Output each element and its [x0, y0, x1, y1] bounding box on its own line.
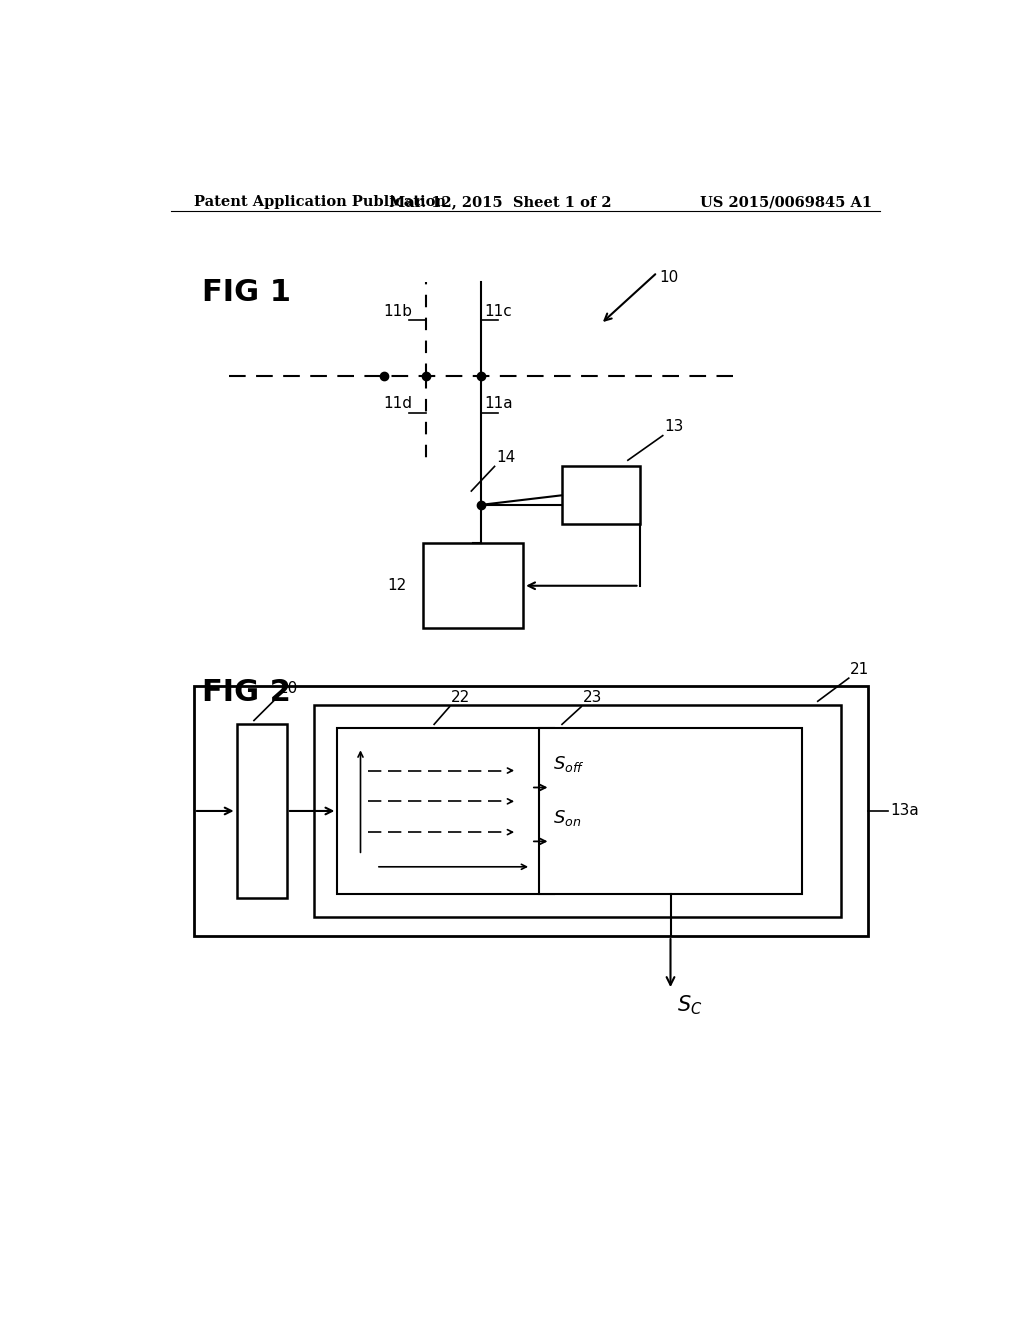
Bar: [423, 544, 523, 628]
Text: Mar. 12, 2015  Sheet 1 of 2: Mar. 12, 2015 Sheet 1 of 2: [389, 195, 611, 210]
Text: 22: 22: [452, 690, 470, 705]
Bar: [539, 729, 802, 894]
Text: US 2015/0069845 A1: US 2015/0069845 A1: [699, 195, 872, 210]
Text: $S_{off}$: $S_{off}$: [553, 755, 585, 775]
Text: 13: 13: [665, 418, 684, 434]
Text: 13a: 13a: [890, 804, 919, 818]
Text: 14: 14: [496, 450, 515, 465]
Bar: [237, 725, 287, 898]
Text: 21: 21: [850, 661, 869, 677]
Bar: [194, 686, 868, 936]
Text: Patent Application Publication: Patent Application Publication: [194, 195, 445, 210]
Text: 20: 20: [279, 681, 298, 696]
Text: 23: 23: [583, 690, 602, 705]
Text: $S_{on}$: $S_{on}$: [553, 808, 581, 829]
Text: 12: 12: [388, 578, 407, 593]
Text: 11a: 11a: [484, 396, 513, 411]
Bar: [337, 729, 554, 894]
Text: 11d: 11d: [384, 396, 413, 411]
Text: FIG 2: FIG 2: [202, 678, 291, 708]
Text: $S_C$: $S_C$: [677, 994, 702, 1018]
Bar: [314, 705, 841, 917]
Text: FIG 1: FIG 1: [202, 277, 291, 306]
Bar: [562, 466, 640, 524]
Text: 10: 10: [658, 271, 678, 285]
Text: 11c: 11c: [484, 304, 512, 318]
Text: 11b: 11b: [384, 304, 413, 318]
